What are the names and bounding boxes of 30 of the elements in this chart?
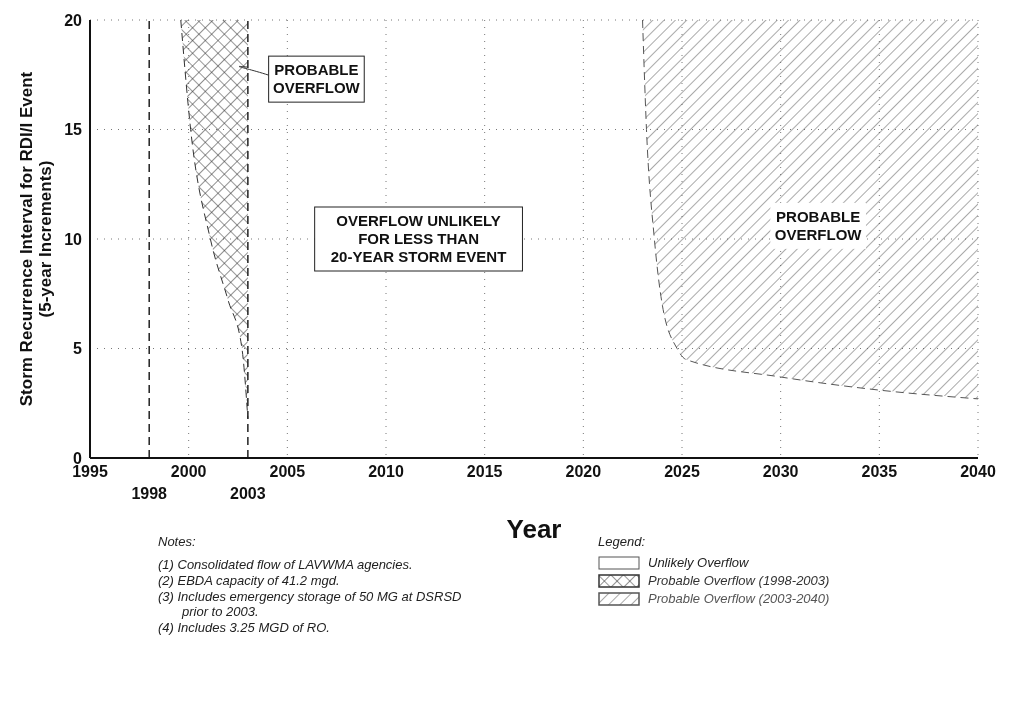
x-tick-label: 2030 bbox=[762, 463, 799, 481]
text: (2) EBDA capacity of 41.2 mgd. bbox=[158, 573, 341, 588]
text: Notes: bbox=[158, 534, 197, 549]
y-axis-title: Storm Recurrence Interval for RDI/I Event (5-year Increments) bbox=[17, 71, 55, 407]
text: Unlikely Overflow bbox=[648, 555, 749, 570]
x-tick-label: 2000 bbox=[170, 463, 207, 481]
x-tick-label: 1995 bbox=[72, 463, 108, 481]
text: (3) Includes emergency storage of 50 MG at DSRSD prior to 2003. bbox=[158, 589, 463, 619]
x-axis-title: Year bbox=[506, 514, 562, 544]
ref-line-label: 1998 bbox=[131, 485, 168, 503]
x-tick-label: 2025 bbox=[664, 463, 700, 481]
legend-title: Legend: bbox=[598, 534, 646, 549]
x-tick-label: 2040 bbox=[960, 463, 996, 481]
y-tick-label: 10 bbox=[64, 230, 83, 248]
x-tick-label: 2020 bbox=[565, 463, 602, 481]
text: (1) Consolidated flow of LAVWMA agencies. bbox=[158, 557, 414, 572]
annotation: OVERFLOW UNLIKELY FOR LESS THAN 20-YEAR STORM EVENT bbox=[330, 212, 507, 265]
text: Probable Overflow (1998-2003) bbox=[648, 573, 830, 588]
ref-line-label: 2003 bbox=[230, 485, 266, 503]
x-tick-label: 2010 bbox=[368, 463, 404, 481]
text: (4) Includes 3.25 MGD of RO. bbox=[158, 620, 331, 635]
annotation: PROBABLE OVERFLOW bbox=[774, 207, 863, 243]
x-tick-label: 2035 bbox=[861, 463, 898, 481]
x-tick-label: 2015 bbox=[466, 463, 503, 481]
annotation: PROBABLE OVERFLOW bbox=[273, 61, 361, 97]
y-tick-label: 20 bbox=[64, 11, 83, 29]
text: Probable Overflow (2003-2040) bbox=[648, 591, 830, 606]
x-tick-label: 2005 bbox=[269, 463, 306, 481]
y-tick-label: 15 bbox=[64, 121, 83, 139]
y-tick-label: 5 bbox=[73, 340, 83, 358]
